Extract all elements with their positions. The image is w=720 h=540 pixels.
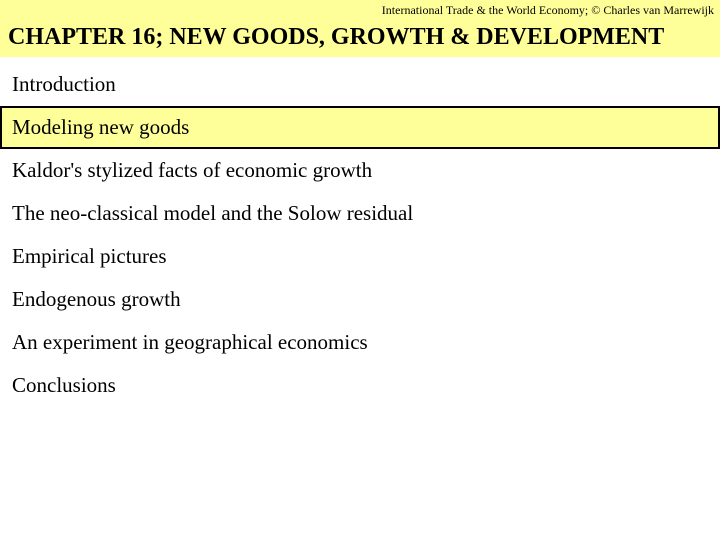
toc-item[interactable]: Conclusions xyxy=(0,364,720,407)
toc-item[interactable]: Empirical pictures xyxy=(0,235,720,278)
toc-item[interactable]: An experiment in geographical economics xyxy=(0,321,720,364)
toc-item[interactable]: Modeling new goods xyxy=(0,106,720,149)
table-of-contents: Introduction Modeling new goods Kaldor's… xyxy=(0,57,720,407)
toc-item[interactable]: Endogenous growth xyxy=(0,278,720,321)
toc-item[interactable]: The neo-classical model and the Solow re… xyxy=(0,192,720,235)
toc-item[interactable]: Introduction xyxy=(0,63,720,106)
toc-item[interactable]: Kaldor's stylized facts of economic grow… xyxy=(0,149,720,192)
chapter-title: CHAPTER 16; NEW GOODS, GROWTH & DEVELOPM… xyxy=(0,20,720,57)
header-attribution: International Trade & the World Economy;… xyxy=(0,0,720,20)
